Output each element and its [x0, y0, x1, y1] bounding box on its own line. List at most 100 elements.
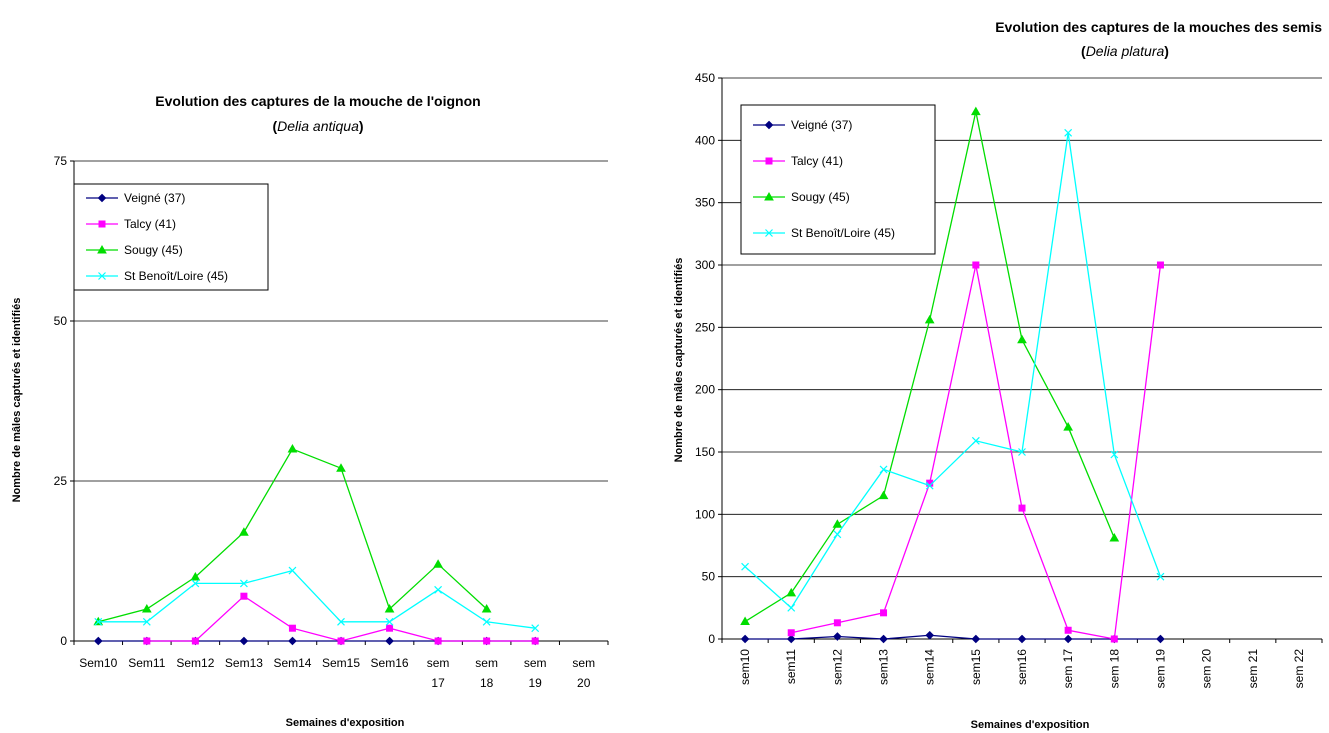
data-point	[879, 465, 888, 474]
data-point	[1156, 261, 1164, 269]
subtitle-open: (	[1081, 43, 1086, 59]
data-point	[239, 579, 248, 588]
data-point	[925, 481, 934, 490]
legend-entry-sougy-45: Sougy (45)	[86, 243, 183, 257]
legend-swatch-marker	[98, 220, 106, 228]
data-point	[239, 636, 249, 646]
x-tick-label-line: sem	[475, 656, 498, 670]
data-point	[94, 617, 103, 626]
data-point	[482, 617, 491, 626]
x-tick-label: sem 19	[524, 656, 547, 690]
y-tick-label: 250	[695, 320, 715, 334]
data-point	[740, 634, 750, 644]
data-point	[1110, 450, 1119, 459]
x-tick-label-line: 19	[529, 676, 543, 690]
chart-title: Evolution des captures de la mouches des…	[995, 19, 1322, 35]
data-point	[1156, 572, 1165, 581]
legend-swatch-marker	[765, 157, 773, 165]
data-point	[191, 637, 199, 645]
data-point	[337, 637, 345, 645]
x-tick-label: sem10	[738, 649, 752, 685]
legend-box	[73, 183, 269, 291]
legend-entry-st-benoit-loire-45: St Benoît/Loire (45)	[753, 226, 895, 240]
x-tick-label: sem12	[830, 649, 844, 685]
legend-label: St Benoît/Loire (45)	[124, 269, 228, 283]
x-tick-label-line: sem	[524, 656, 547, 670]
x-tick-label: Sem16	[371, 656, 409, 670]
x-tick-label: Sem11	[128, 656, 165, 670]
legend-box	[740, 104, 936, 255]
legend-label: Veigné (37)	[124, 191, 185, 205]
data-point	[970, 106, 981, 116]
series-line	[146, 595, 536, 642]
data-point	[1018, 448, 1026, 456]
y-tick-label: 0	[60, 634, 67, 648]
data-point	[833, 530, 842, 539]
data-point	[531, 637, 539, 645]
x-tick-label: Sem14	[273, 656, 311, 670]
data-point	[1017, 634, 1027, 644]
legend-label: Sougy (45)	[124, 243, 183, 257]
series-st-benoit-loire-45	[94, 566, 540, 633]
series-talcy-41	[787, 261, 1164, 643]
data-point	[833, 632, 842, 641]
data-point	[239, 527, 249, 536]
x-tick-label: sem11	[784, 649, 798, 684]
legend-entry-talcy-41: Talcy (41)	[753, 154, 843, 168]
legend-label: Talcy (41)	[791, 154, 843, 168]
data-point	[1018, 504, 1026, 512]
subtitle-species: Delia platura	[1086, 43, 1165, 59]
y-tick-label: 350	[695, 196, 715, 210]
x-tick-label-line: 18	[480, 676, 494, 690]
data-point	[787, 603, 796, 612]
y-tick-label: 100	[695, 507, 715, 521]
data-point	[1064, 626, 1072, 634]
legend-swatch-marker	[98, 272, 106, 280]
data-point	[433, 559, 443, 568]
x-tick-label-line: 20	[577, 676, 591, 690]
data-point	[971, 436, 980, 445]
y-tick-label: 25	[54, 474, 68, 488]
chart-subtitle: (Delia antiqua)	[272, 118, 363, 134]
legend-swatch-marker	[764, 191, 774, 201]
legend: Veigné (37) Talcy (41) Sougy (45) St Benoît…	[740, 104, 936, 255]
legend-swatch-marker	[97, 244, 107, 254]
legend: Veigné (37) Talcy (41) Sougy (45) St Benoît…	[73, 183, 269, 291]
data-point	[434, 585, 443, 594]
data-point	[879, 634, 888, 644]
data-point	[878, 490, 889, 500]
data-point	[972, 261, 980, 269]
legend-entry-talcy-41: Talcy (41)	[86, 217, 176, 231]
series-line	[98, 569, 536, 629]
series-line	[745, 634, 1161, 640]
chart-title: Evolution des captures de la mouche de l…	[155, 93, 480, 109]
y-axis-label: Nombre de mâles capturés et identifiés	[673, 258, 685, 463]
legend-entry-sougy-45: Sougy (45)	[753, 190, 850, 204]
x-tick-label: sem 18	[1107, 649, 1121, 689]
legend-swatch-marker	[765, 229, 773, 237]
legend-label: St Benoît/Loire (45)	[791, 226, 895, 240]
x-tick-label: sem16	[1015, 649, 1029, 685]
y-tick-label: 150	[695, 445, 715, 459]
data-point	[1064, 128, 1073, 137]
data-point	[833, 619, 841, 627]
data-point	[141, 603, 152, 613]
y-axis-label: Nombre de mâles capturés et identifiés	[11, 298, 23, 503]
data-point	[1063, 634, 1073, 644]
y-tick-label: 450	[695, 71, 715, 85]
data-point	[336, 463, 346, 472]
series-st-benoit-loire-45	[741, 128, 1165, 612]
data-point	[483, 637, 491, 645]
y-tick-label: 300	[695, 258, 715, 272]
x-axis-label: Semaines d'exposition	[971, 719, 1090, 731]
data-point	[786, 634, 796, 644]
data-point	[93, 636, 103, 646]
data-point	[924, 314, 935, 324]
data-point	[531, 624, 540, 633]
legend-label: Veigné (37)	[791, 118, 852, 132]
data-point	[925, 630, 934, 640]
data-point	[1109, 533, 1120, 542]
y-tick-label: 0	[708, 632, 715, 646]
data-point	[971, 634, 981, 644]
